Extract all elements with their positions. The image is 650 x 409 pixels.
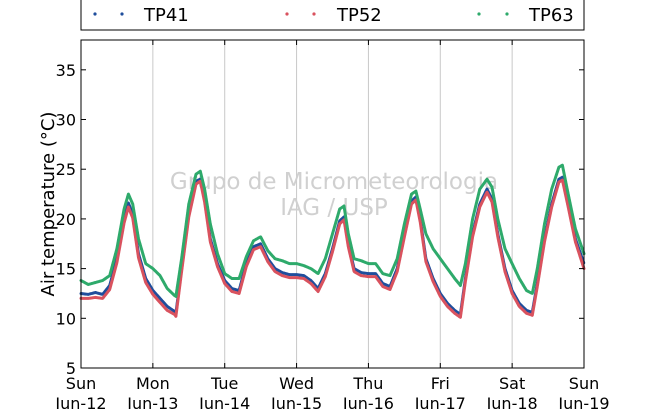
- x-tick-label-day-6: Sat: [499, 374, 525, 393]
- legend-entry-tp41: TP41: [93, 5, 189, 26]
- x-tick-label-date-1: Jun-13: [126, 394, 178, 409]
- x-tick-label-date-3: Jun-15: [270, 394, 322, 409]
- grid: [152, 40, 513, 368]
- x-tick-label-day-4: Thu: [352, 374, 383, 393]
- legend-label-tp52: TP52: [336, 5, 382, 26]
- legend-entry-tp63: TP63: [477, 5, 574, 26]
- x-tick-label-day-0: Sun: [66, 374, 96, 393]
- x-tick-label-date-6: Jun-18: [486, 394, 538, 409]
- y-tick-label-2: 15: [56, 260, 76, 279]
- legend-marker-tp41-a: [93, 12, 97, 16]
- x-tick-label-day-1: Mon: [136, 374, 170, 393]
- legend-entry-tp52: TP52: [285, 5, 382, 26]
- series-line-tp52: [79, 178, 586, 319]
- legend-frame: [80, 0, 585, 31]
- legend-label-tp41: TP41: [143, 5, 189, 26]
- y-tick-label-6: 35: [56, 61, 76, 80]
- x-tick-label-day-2: Tue: [210, 374, 238, 393]
- ticks: 5101520253035SunJun-12MonJun-13TueJun-14…: [54, 40, 610, 409]
- plot-area: [81, 40, 584, 368]
- watermark-line-2: IAG / USP: [280, 195, 388, 221]
- legend-marker-tp63-b: [505, 12, 509, 16]
- watermark: Grupo de Micrometeorologia IAG / USP: [170, 169, 498, 221]
- x-tick-label-day-7: Sun: [569, 374, 599, 393]
- legend-label-tp63: TP63: [528, 5, 574, 26]
- legend-marker-tp52-b: [312, 12, 316, 16]
- x-tick-label-day-5: Fri: [431, 374, 450, 393]
- y-tick-label-3: 20: [56, 210, 76, 229]
- x-tick-label-day-3: Wed: [279, 374, 314, 393]
- x-tick-label-date-0: Jun-12: [54, 394, 106, 409]
- y-axis-title: Air temperature (°C): [38, 112, 59, 297]
- x-tick-label-date-5: Jun-17: [414, 394, 466, 409]
- y-tick-label-5: 30: [56, 111, 76, 130]
- y-tick-label-0: 5: [66, 359, 76, 378]
- y-tick-label-4: 25: [56, 160, 76, 179]
- legend-marker-tp63-a: [477, 12, 481, 16]
- legend-marker-tp52-a: [285, 12, 289, 16]
- axes-frame: [80, 39, 585, 369]
- x-tick-label-date-4: Jun-16: [342, 394, 394, 409]
- series-layer: [79, 163, 586, 319]
- x-tick-label-date-2: Jun-14: [198, 394, 250, 409]
- series-line-tp63: [79, 163, 586, 298]
- x-tick-label-date-7: Jun-19: [557, 394, 609, 409]
- watermark-line-1: Grupo de Micrometeorologia: [170, 169, 498, 195]
- y-tick-label-1: 10: [56, 309, 76, 328]
- legend: TP41 TP52 TP63: [80, 0, 585, 31]
- legend-marker-tp41-b: [120, 12, 124, 16]
